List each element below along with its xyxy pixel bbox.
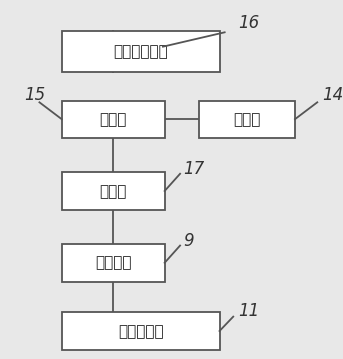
Bar bbox=[62, 312, 220, 350]
Text: 控制器: 控制器 bbox=[99, 112, 127, 127]
Text: 电子显示牌: 电子显示牌 bbox=[118, 324, 164, 339]
Bar bbox=[62, 31, 220, 72]
Bar bbox=[199, 101, 295, 138]
Text: 控制面板: 控制面板 bbox=[95, 256, 131, 270]
Text: 17: 17 bbox=[184, 160, 205, 178]
Text: 14: 14 bbox=[322, 86, 343, 104]
Text: 蓄电池: 蓄电池 bbox=[233, 112, 261, 127]
Text: 9: 9 bbox=[184, 232, 194, 250]
Text: 15: 15 bbox=[24, 86, 45, 104]
Text: 16: 16 bbox=[238, 14, 260, 32]
Bar bbox=[62, 244, 165, 282]
Bar bbox=[62, 172, 165, 210]
Text: 太阳能发电板: 太阳能发电板 bbox=[113, 44, 168, 59]
Text: 11: 11 bbox=[238, 302, 260, 320]
Bar bbox=[62, 101, 165, 138]
Text: 逆变器: 逆变器 bbox=[99, 184, 127, 199]
